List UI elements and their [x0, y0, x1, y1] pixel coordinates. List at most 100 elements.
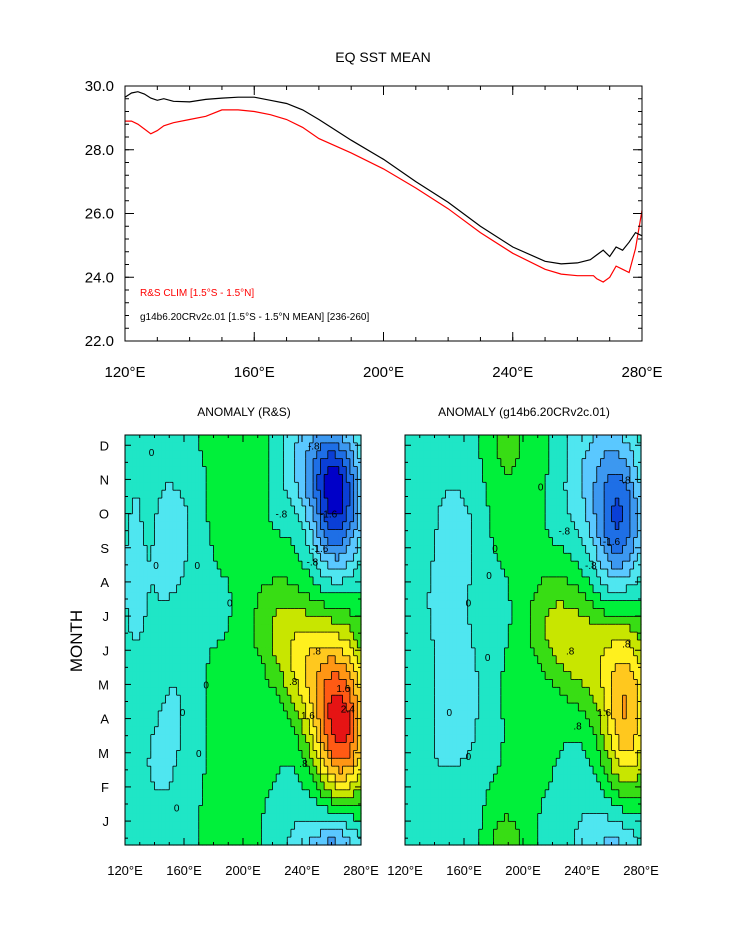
heat-cell — [246, 450, 251, 460]
heat-cell — [346, 466, 351, 476]
heat-cell — [239, 545, 244, 554]
heat-cell — [231, 632, 237, 641]
heat-cell — [559, 482, 565, 491]
heat-cell — [316, 632, 322, 641]
heat-cell — [198, 442, 204, 452]
heat-cell — [305, 663, 310, 673]
heat-cell — [283, 679, 288, 688]
heat-cell — [298, 750, 303, 759]
heat-cell — [169, 576, 174, 586]
heat-cell — [290, 821, 296, 830]
heat-cell — [261, 592, 266, 602]
heat-cell — [556, 482, 561, 491]
heat-cell — [184, 442, 189, 452]
heat-cell — [195, 490, 200, 499]
heat-cell — [302, 553, 307, 562]
heat-cell — [357, 829, 362, 838]
heat-cell — [434, 450, 439, 460]
heat-cell — [607, 442, 613, 452]
heat-cell — [265, 679, 270, 688]
heat-cell — [154, 498, 159, 507]
heat-cell — [283, 450, 288, 460]
heat-cell — [224, 703, 229, 712]
heat-cell — [161, 490, 167, 499]
heat-cell — [357, 663, 362, 673]
heat-cell — [158, 608, 163, 617]
heat-cell — [180, 474, 185, 483]
heat-cell — [139, 766, 145, 775]
heat-cell — [198, 458, 204, 468]
heat-cell — [195, 513, 200, 523]
heat-cell — [209, 576, 215, 586]
heat-cell — [257, 813, 263, 822]
heat-cell — [128, 537, 133, 546]
heat-cell — [180, 655, 185, 665]
heat-cell — [523, 474, 528, 483]
heat-cell — [265, 553, 270, 562]
heat-cell — [320, 435, 325, 444]
heat-cell — [419, 450, 425, 460]
heat-cell — [283, 600, 288, 610]
heat-cell — [305, 781, 310, 791]
heat-cell — [209, 569, 215, 578]
heat-cell — [180, 600, 185, 610]
heat-cell — [320, 537, 325, 546]
heat-cell — [276, 490, 281, 499]
heat-cell — [125, 821, 130, 830]
heat-cell — [313, 821, 318, 830]
heat-cell — [209, 710, 215, 720]
heat-cell — [169, 435, 174, 444]
heat-cell — [500, 482, 506, 491]
heat-cell — [290, 632, 296, 641]
heat-cell — [342, 821, 347, 830]
heat-cell — [298, 482, 303, 491]
heat-cell — [161, 474, 167, 483]
heat-cell — [283, 498, 288, 507]
heat-cell — [316, 624, 322, 633]
heat-cell — [276, 821, 281, 830]
heat-cell — [213, 837, 218, 846]
heat-cell — [290, 695, 296, 704]
heat-cell — [279, 521, 285, 531]
month-label: M — [98, 746, 109, 761]
heat-cell — [268, 450, 274, 460]
heat-cell — [338, 553, 344, 562]
heat-cell — [600, 450, 605, 460]
heat-cell — [224, 679, 229, 688]
heat-cell — [184, 513, 189, 523]
heat-cell — [342, 553, 347, 562]
heat-cell — [316, 561, 322, 570]
heat-cell — [482, 450, 487, 460]
heat-cell — [195, 600, 200, 610]
heat-cell — [471, 435, 476, 444]
heat-cell — [331, 513, 336, 523]
heat-cell — [150, 781, 156, 791]
heat-cell — [331, 750, 336, 759]
heat-cell — [327, 584, 333, 594]
heat-cell — [257, 821, 263, 830]
heat-cell — [298, 687, 303, 696]
heat-cell — [497, 435, 502, 444]
heat-cell — [349, 640, 355, 649]
heat-cell — [125, 569, 130, 578]
heat-cell — [202, 734, 207, 744]
heat-cell — [276, 458, 281, 468]
heat-cell — [202, 450, 207, 460]
heat-cell — [243, 616, 248, 625]
heat-cell — [298, 671, 303, 681]
heat-cell — [276, 474, 281, 483]
heat-cell — [276, 608, 281, 617]
heat-cell — [331, 474, 336, 483]
heat-cell — [228, 513, 233, 523]
heat-cell — [327, 726, 333, 736]
heat-cell — [136, 710, 141, 720]
heat-cell — [335, 608, 340, 617]
heat-cell — [305, 805, 310, 815]
heat-cell — [526, 435, 531, 444]
contour-label: 0 — [180, 708, 186, 719]
heat-cell — [287, 821, 292, 830]
heat-cell — [257, 458, 263, 468]
heat-cell — [357, 710, 362, 720]
heat-cell — [287, 663, 292, 673]
heat-cell — [125, 797, 130, 807]
